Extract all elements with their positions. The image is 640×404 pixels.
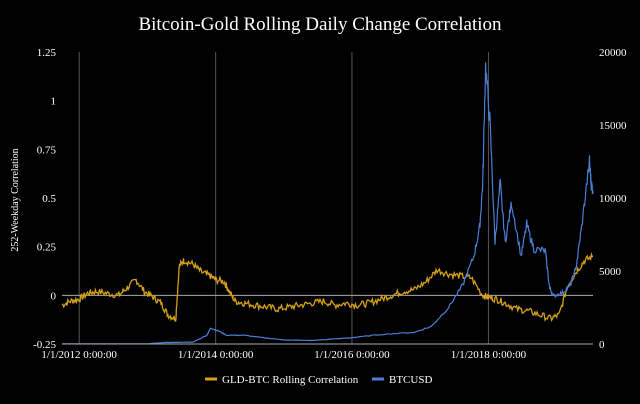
x-tick-label: 1/1/2014 0:00:00 <box>178 349 254 361</box>
series-layer <box>61 62 594 345</box>
axis-layer: -0.25 0 0.25 0.5 0.75 1 1.25 0 5000 10000 15000 200… <box>33 47 627 361</box>
y-left-tick-label: 0.5 <box>42 193 56 205</box>
y-axis-left-label: 252-Weekday Correlation <box>10 148 21 251</box>
x-tick-label: 1/1/2012 0:00:00 <box>41 349 117 361</box>
y-right-tick-label: 0 <box>599 339 605 351</box>
y-left-tick-label: 1 <box>51 96 57 108</box>
legend: GLD-BTC Rolling Correlation BTCUSD <box>205 374 432 386</box>
x-tick-label: 1/1/2018 0:00:00 <box>451 349 527 361</box>
y-left-tick-label: 1.25 <box>37 47 57 59</box>
y-right-tick-label: 20000 <box>599 47 627 59</box>
y-right-tick-label: 5000 <box>599 266 622 278</box>
y-left-tick-label: 0.75 <box>37 144 57 156</box>
series-line-btcusd <box>62 62 594 345</box>
y-left-tick-label: -0.25 <box>33 339 56 351</box>
series-line-gld-btc-correlation <box>61 251 594 322</box>
x-tick-label: 1/1/2016 0:00:00 <box>314 349 390 361</box>
y-right-tick-label: 10000 <box>599 193 627 205</box>
y-left-tick-label: 0.25 <box>37 242 57 254</box>
legend-label-btcusd: BTCUSD <box>389 374 432 386</box>
y-left-tick-label: 0 <box>51 290 57 302</box>
legend-label-correlation: GLD-BTC Rolling Correlation <box>222 374 359 386</box>
y-right-tick-label: 15000 <box>599 120 627 132</box>
chart-title: Bitcoin-Gold Rolling Daily Change Correl… <box>138 14 502 35</box>
